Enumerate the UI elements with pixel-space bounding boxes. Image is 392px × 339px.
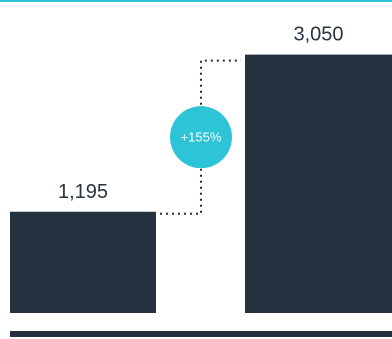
bar-before-value-label: 1,195 [58, 181, 108, 203]
bar-after-value-label: 3,050 [293, 24, 343, 46]
bar-after [245, 54, 392, 313]
change-badge [170, 106, 232, 169]
change-badge-label: +155% [181, 130, 222, 145]
bar-before [10, 211, 156, 313]
